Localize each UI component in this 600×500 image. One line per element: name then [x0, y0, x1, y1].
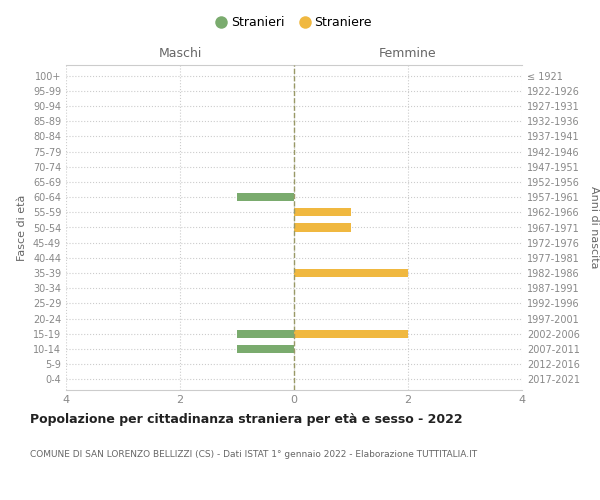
Text: Popolazione per cittadinanza straniera per età e sesso - 2022: Popolazione per cittadinanza straniera p…: [30, 412, 463, 426]
Bar: [294, 330, 408, 338]
Text: Maschi: Maschi: [158, 46, 202, 60]
Bar: [294, 208, 351, 216]
Bar: [237, 345, 294, 353]
Text: Femmine: Femmine: [379, 46, 437, 60]
Bar: [294, 224, 351, 232]
Y-axis label: Anni di nascita: Anni di nascita: [589, 186, 599, 269]
Y-axis label: Fasce di età: Fasce di età: [17, 194, 27, 260]
Text: COMUNE DI SAN LORENZO BELLIZZI (CS) - Dati ISTAT 1° gennaio 2022 - Elaborazione : COMUNE DI SAN LORENZO BELLIZZI (CS) - Da…: [30, 450, 477, 459]
Bar: [237, 193, 294, 202]
Bar: [294, 269, 408, 277]
Legend: Stranieri, Straniere: Stranieri, Straniere: [212, 12, 376, 33]
Bar: [237, 330, 294, 338]
